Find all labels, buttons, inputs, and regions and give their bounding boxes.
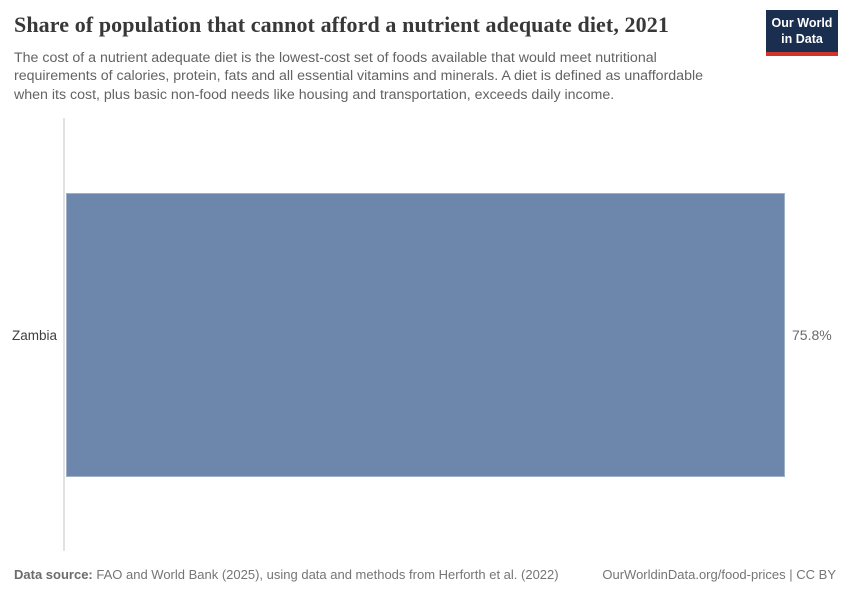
owid-logo-line1: Our World — [771, 16, 833, 30]
data-source-text: FAO and World Bank (2025), using data an… — [92, 567, 559, 582]
chart-title: Share of population that cannot afford a… — [14, 12, 669, 37]
category-label-zambia: Zambia — [11, 328, 57, 343]
data-source: Data source: FAO and World Bank (2025), … — [14, 567, 559, 582]
subtitle-line: when its cost, plus basic non-food needs… — [14, 86, 615, 103]
subtitle-line: The cost of a nutrient adequate diet is … — [14, 50, 657, 66]
value-label-zambia: 75.8% — [792, 327, 832, 343]
chart-subtitle: The cost of a nutrient adequate diet is … — [14, 49, 703, 104]
data-source-label: Data source: — [14, 567, 93, 582]
owid-logo[interactable]: Our World in Data — [766, 10, 838, 56]
y-axis-line — [63, 118, 65, 551]
bar-zambia[interactable] — [66, 193, 785, 477]
bar-track — [66, 193, 785, 477]
owid-logo-line2: in Data — [781, 31, 823, 46]
subtitle-line: requirements of calories, protein, fats … — [14, 68, 704, 85]
chart-footer: Data source: FAO and World Bank (2025), … — [14, 567, 836, 582]
credit-link[interactable]: OurWorldinData.org/food-prices | CC BY — [602, 567, 836, 582]
